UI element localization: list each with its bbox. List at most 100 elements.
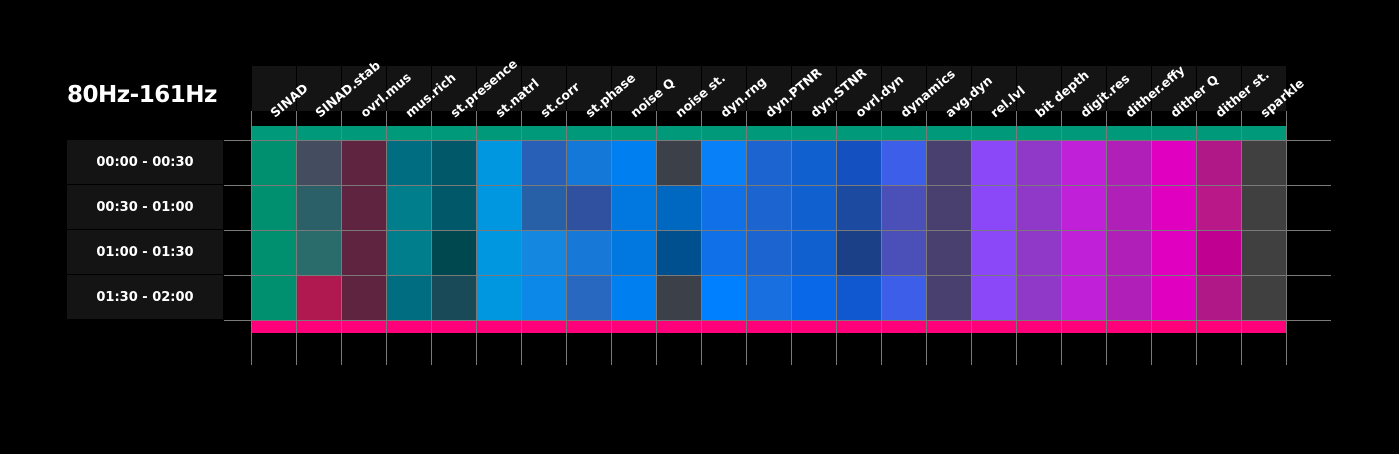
heatmap-cell xyxy=(521,140,566,185)
heatmap-cell xyxy=(926,185,971,230)
heatmap-cell xyxy=(1241,140,1286,185)
heatmap-cell xyxy=(701,275,746,320)
heatmap-cell xyxy=(656,230,701,275)
heatmap-cell xyxy=(341,230,386,275)
heatmap-cell xyxy=(1196,140,1241,185)
heatmap-cell xyxy=(881,230,926,275)
heatmap-cell xyxy=(836,185,881,230)
heatmap-cell xyxy=(296,185,341,230)
heatmap-cell xyxy=(1241,275,1286,320)
heatmap-cell xyxy=(611,140,656,185)
heatmap-cell xyxy=(521,185,566,230)
heatmap-cell xyxy=(476,275,521,320)
heatmap-cell xyxy=(791,275,836,320)
heatmap-cell xyxy=(611,185,656,230)
heatmap-cell xyxy=(566,185,611,230)
heatmap-cell xyxy=(431,275,476,320)
heatmap-cell xyxy=(251,140,296,185)
heatmap-cell xyxy=(971,140,1016,185)
heatmap-cell xyxy=(1241,230,1286,275)
heatmap-cell xyxy=(1151,230,1196,275)
heatmap-cell xyxy=(431,140,476,185)
heatmap-cell xyxy=(341,275,386,320)
heatmap-cell xyxy=(791,140,836,185)
heatmap-cell xyxy=(791,230,836,275)
heatmap-cell xyxy=(656,185,701,230)
heatmap-cell xyxy=(1061,185,1106,230)
heatmap-cell xyxy=(386,230,431,275)
heatmap-cell xyxy=(971,275,1016,320)
heatmap-cell xyxy=(836,275,881,320)
heatmap-cell xyxy=(386,140,431,185)
heatmap-cell xyxy=(1196,275,1241,320)
heatmap-cell xyxy=(521,230,566,275)
heatmap-cell xyxy=(1106,275,1151,320)
heatmap-cell xyxy=(1061,140,1106,185)
row-label: 00:30 - 01:00 xyxy=(67,185,223,229)
heatmap-cell xyxy=(1241,185,1286,230)
heatmap-cell xyxy=(971,185,1016,230)
heatmap-cell xyxy=(1106,140,1151,185)
heatmap-cell xyxy=(746,230,791,275)
heatmap-cell xyxy=(1196,230,1241,275)
header-background xyxy=(251,66,1286,111)
heatmap-cell xyxy=(701,230,746,275)
heatmap-cell xyxy=(476,230,521,275)
heatmap-cell xyxy=(1151,140,1196,185)
heatmap-cell xyxy=(386,185,431,230)
heatmap-cell xyxy=(611,275,656,320)
heatmap-cell xyxy=(1106,230,1151,275)
heatmap-cell xyxy=(476,140,521,185)
heatmap-cell xyxy=(746,275,791,320)
heatmap-cell xyxy=(296,140,341,185)
heatmap-cell xyxy=(251,230,296,275)
heatmap-cell xyxy=(566,140,611,185)
heatmap-cell xyxy=(701,140,746,185)
heatmap-cell xyxy=(881,140,926,185)
heatmap-cell xyxy=(296,275,341,320)
heatmap-cell xyxy=(1151,275,1196,320)
heatmap-cell xyxy=(971,230,1016,275)
heatmap-cell xyxy=(476,185,521,230)
heatmap-cell xyxy=(566,230,611,275)
bottom-strip xyxy=(251,320,1286,333)
heatmap-cell xyxy=(926,140,971,185)
heatmap-cell xyxy=(836,140,881,185)
heatmap-cell xyxy=(656,275,701,320)
heatmap-cell xyxy=(656,140,701,185)
heatmap-cell xyxy=(1061,230,1106,275)
top-strip xyxy=(251,126,1286,140)
heatmap-cell xyxy=(1151,185,1196,230)
heatmap-cell xyxy=(1016,185,1061,230)
row-label: 01:30 - 02:00 xyxy=(67,275,223,319)
heatmap-cell xyxy=(926,275,971,320)
heatmap-cell xyxy=(926,230,971,275)
heatmap-cell xyxy=(566,275,611,320)
heatmap-cell xyxy=(431,185,476,230)
heatmap-cell xyxy=(1196,185,1241,230)
heatmap-cell xyxy=(1016,140,1061,185)
heatmap-cell xyxy=(251,275,296,320)
heatmap-cell xyxy=(611,230,656,275)
heatmap-cell xyxy=(881,275,926,320)
row-label: 00:00 - 00:30 xyxy=(67,140,223,184)
heatmap-cell xyxy=(251,185,296,230)
row-label: 01:00 - 01:30 xyxy=(67,230,223,274)
heatmap-cell xyxy=(1016,230,1061,275)
heatmap-cell xyxy=(386,275,431,320)
heatmap-cell xyxy=(1106,185,1151,230)
heatmap-cell xyxy=(701,185,746,230)
heatmap-cell xyxy=(746,140,791,185)
heatmap-cell xyxy=(341,185,386,230)
heatmap-cell xyxy=(296,230,341,275)
heatmap-cell xyxy=(1016,275,1061,320)
heatmap-cell xyxy=(521,275,566,320)
chart-title: 80Hz-161Hz xyxy=(67,82,217,108)
heatmap-cell xyxy=(341,140,386,185)
heatmap-cell xyxy=(431,230,476,275)
heatmap-cell xyxy=(791,185,836,230)
heatmap-cell xyxy=(881,185,926,230)
heatmap-cell xyxy=(746,185,791,230)
